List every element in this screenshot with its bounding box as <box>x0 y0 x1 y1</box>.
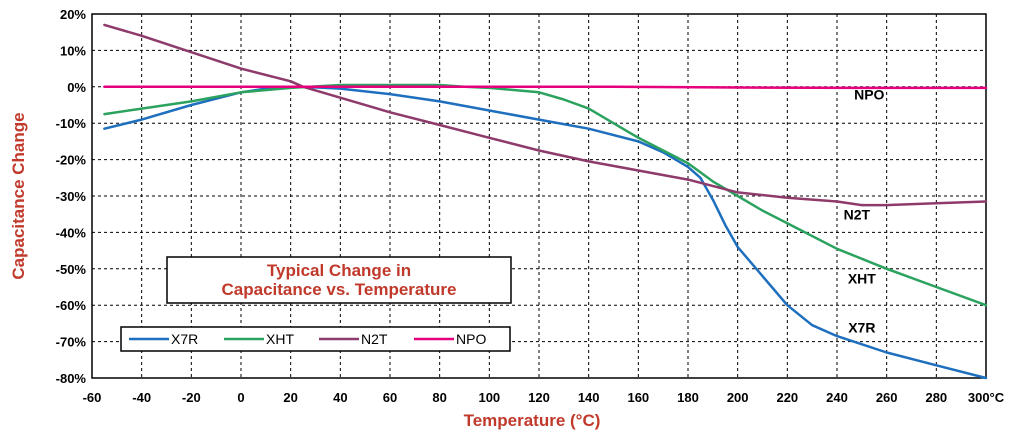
y-tick-label: -50% <box>56 262 87 277</box>
series-line-n2t <box>103 23 988 207</box>
x-tick-label: 180 <box>677 390 699 405</box>
x-tick-label: -40 <box>132 390 151 405</box>
x-tick-label: 20 <box>283 390 297 405</box>
y-tick-label: -40% <box>56 225 87 240</box>
x-tick-label: 300°C <box>968 390 1005 405</box>
chart-title-line-1: Typical Change in <box>267 261 411 280</box>
chart-title-box: Typical Change in Capacitance vs. Temper… <box>166 256 512 304</box>
x-tick-label: 60 <box>383 390 397 405</box>
x-tick-label: 260 <box>876 390 898 405</box>
x-tick-label: -20 <box>182 390 201 405</box>
y-tick-label: -10% <box>56 116 87 131</box>
series-end-labels: X7R XHT N2T NPO <box>844 87 885 336</box>
y-tick-label: -20% <box>56 153 87 168</box>
y-tick-label: -60% <box>56 298 87 313</box>
x-tick-label: 80 <box>432 390 446 405</box>
series-end-label-x7r: X7R <box>848 320 875 336</box>
y-tick-label: -30% <box>56 189 87 204</box>
x-tick-label: 240 <box>826 390 848 405</box>
x-tick-label: 160 <box>627 390 649 405</box>
x-tick-label: 220 <box>776 390 798 405</box>
legend-label-npo: NPO <box>456 331 486 347</box>
y-axis-title: Capacitance Change <box>9 112 28 279</box>
x-tick-label: 280 <box>925 390 947 405</box>
x-tick-label: 40 <box>333 390 347 405</box>
y-tick-label: 0% <box>67 80 86 95</box>
legend-label-x7r: X7R <box>171 331 198 347</box>
x-tick-label: 140 <box>578 390 600 405</box>
x-axis-title: Temperature (°C) <box>464 411 601 430</box>
x-tick-label: 0 <box>237 390 244 405</box>
x-tick-label: -60 <box>83 390 102 405</box>
x-tick-label: 120 <box>528 390 550 405</box>
y-tick-label: 10% <box>60 43 86 58</box>
series-end-label-n2t: N2T <box>844 207 871 223</box>
y-axis-ticks: 20% 10% 0% -10% -20% -30% -40% -50% -60% -70% -80% <box>56 7 87 386</box>
series-lines <box>103 23 988 380</box>
plot-frame <box>91 13 987 379</box>
x-axis-ticks: -60 -40 -20 0 20 40 60 80 100 120 140 160 180 200 220 2… <box>83 390 1005 405</box>
series-line-npo <box>103 85 988 90</box>
series-end-label-xht: XHT <box>848 270 876 286</box>
x-tick-label: 200 <box>727 390 749 405</box>
legend-label-xht: XHT <box>266 331 294 347</box>
legend: X7R XHT N2T NPO <box>120 326 511 352</box>
chart-title-line-2: Capacitance vs. Temperature <box>222 280 457 299</box>
y-tick-label: -70% <box>56 335 87 350</box>
y-tick-label: -80% <box>56 371 87 386</box>
legend-label-n2t: N2T <box>361 331 388 347</box>
y-tick-label: 20% <box>60 7 86 22</box>
series-end-label-npo: NPO <box>854 87 884 103</box>
x-tick-label: 100 <box>478 390 500 405</box>
